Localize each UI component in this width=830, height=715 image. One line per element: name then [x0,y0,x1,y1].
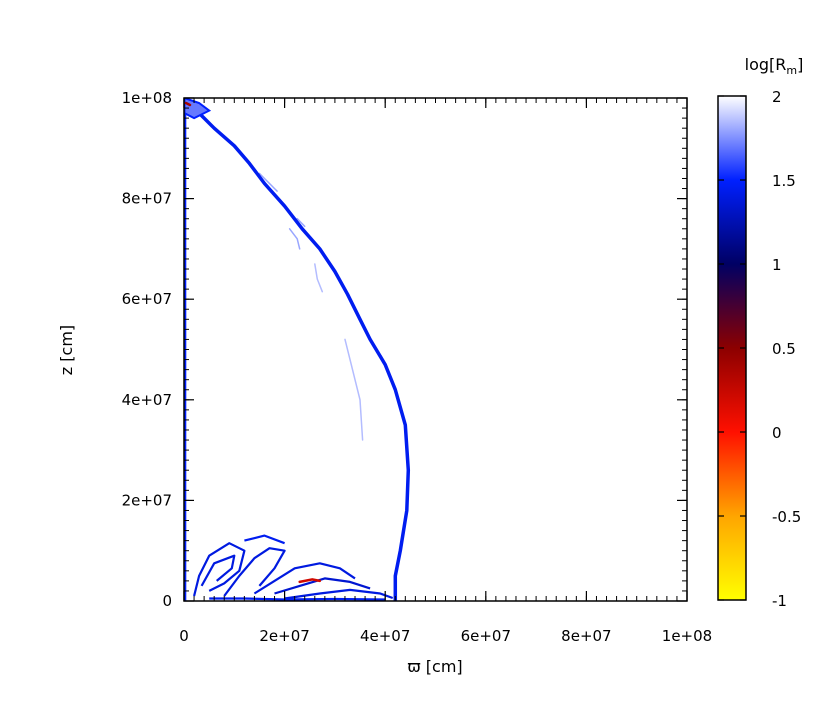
base-loop-filament [193,542,246,597]
base-loop-filament [244,534,285,545]
colorbar-tick-label: -1 [772,592,787,610]
colorbar-tick-label: 1.5 [772,172,796,190]
x-tick-label: 8e+07 [561,627,611,645]
wisp-filament [344,338,364,441]
colorbar-tick-label: 2 [772,88,782,106]
colorbar-tick-label: 0.5 [772,340,796,358]
colorbar: log[Rm] 2 1.5 1 0.5 0 -0.5 -1 [717,55,804,610]
colorbar-ticks: 2 1.5 1 0.5 0 -0.5 -1 [718,88,801,610]
base-loop-filament [209,597,386,601]
colorbar-tick-label: 1 [772,256,782,274]
base-loop-filament [200,554,236,587]
x-tick-label: 4e+07 [360,627,410,645]
hotspot [184,101,192,107]
wisp-filament [314,263,324,293]
wisp-filament [288,228,301,250]
x-tick-label: 1e+08 [662,627,712,645]
wisp-filament [296,217,306,228]
heatmap-data-layer [184,98,411,601]
x-axis-label: ϖ [cm] [407,657,462,676]
x-tick-label: 6e+07 [461,627,511,645]
y-axis-label: z [cm] [57,325,76,375]
colorbar-tick-label: -0.5 [772,508,801,526]
base-loop-filament [284,588,394,600]
base-loop-filament [253,562,356,595]
y-tick-label: 8e+07 [122,190,172,208]
base-loop-filament [223,547,286,597]
y-tick-label: 0 [162,592,172,610]
shock-front [184,98,411,601]
colorbar-title: log[Rm] [745,55,804,77]
hotspot [298,578,322,584]
tick-marks-layer: 0 2e+07 4e+07 6e+07 8e+07 1e+08 0 2e+07 4e+07 6e+… [122,89,713,645]
x-tick-label: 2e+07 [259,627,309,645]
base-loop-filament [274,577,371,595]
wisp-filament [258,172,278,192]
colorbar-tick-label: 0 [772,424,782,442]
x-tick-label: 0 [179,627,189,645]
y-tick-label: 6e+07 [122,290,172,308]
y-tick-label: 1e+08 [122,89,172,107]
y-tick-label: 4e+07 [122,391,172,409]
y-tick-label: 2e+07 [122,491,172,509]
